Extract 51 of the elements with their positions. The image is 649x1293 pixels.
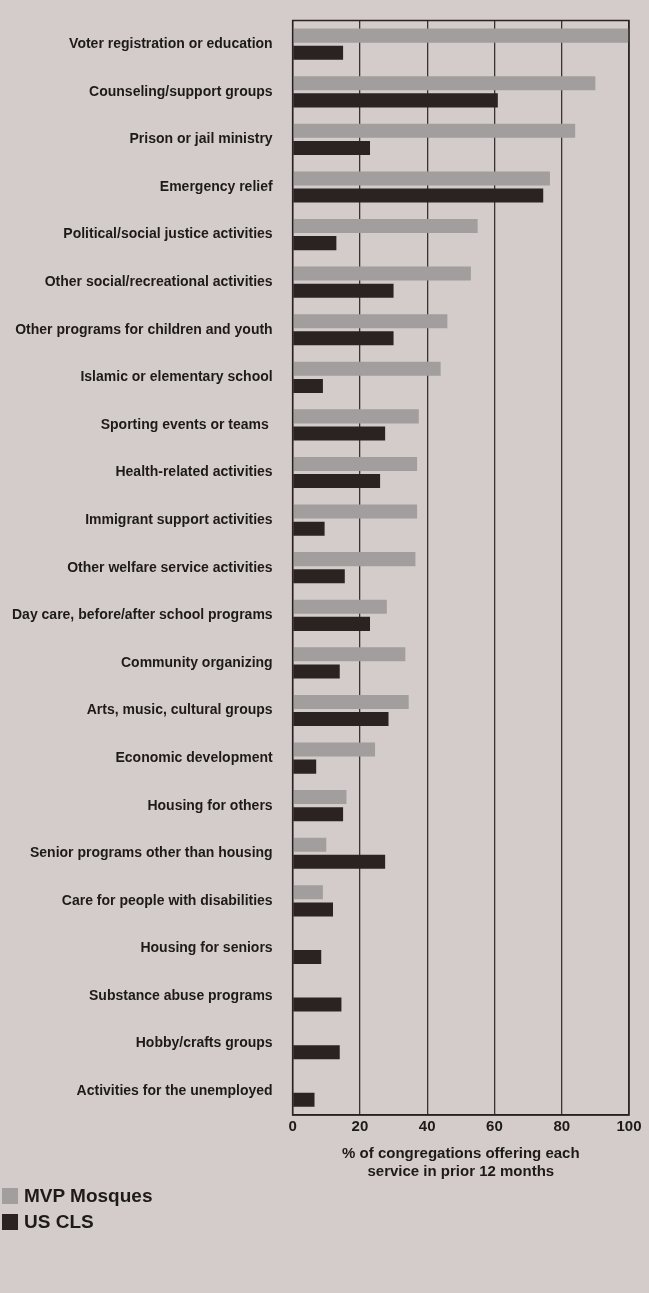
bar: [293, 28, 629, 43]
y-tick-label: Islamic or elementary school: [80, 368, 273, 385]
legend-label: US CLS: [24, 1211, 94, 1233]
bar: [293, 361, 441, 376]
x-tick-label: 0: [288, 1117, 297, 1135]
y-tick-label: Health-related activities: [115, 463, 273, 480]
y-tick-label: Sporting events or teams: [100, 415, 273, 432]
bar: [293, 647, 406, 662]
bar: [293, 218, 478, 234]
y-tick-label: Housing for others: [147, 796, 273, 813]
bar: [293, 314, 448, 329]
bar: [293, 456, 418, 471]
y-tick-label: Housing for seniors: [140, 939, 273, 956]
y-tick-label: Day care, before/after school programs: [11, 606, 273, 623]
y-tick-label: Other programs for children and youth: [15, 320, 273, 337]
x-axis-title: % of congregations offering each service in prior 12 months: [342, 1144, 580, 1180]
bar: [293, 552, 416, 567]
y-tick-label: Voter registration or education: [69, 35, 273, 52]
y-tick-label: Political/social justice activities: [63, 225, 273, 242]
bar: [293, 837, 327, 852]
y-tick-label: Prison or jail ministry: [129, 130, 273, 147]
y-tick-label: Hobby/crafts groups: [135, 1034, 273, 1051]
y-tick-label: Other welfare service activities: [67, 558, 273, 575]
y-tick-label: Care for people with disabilities: [61, 891, 273, 908]
bar: [293, 409, 419, 424]
y-tick-label: Counseling/support groups: [89, 82, 273, 99]
legend-label: MVP Mosques: [24, 1185, 153, 1207]
bar: [293, 694, 409, 709]
y-tick-label: Substance abuse programs: [89, 986, 273, 1003]
bar: [293, 266, 471, 281]
bar: [293, 885, 323, 900]
y-tick-label: Immigrant support activities: [85, 510, 273, 527]
bar: [293, 76, 596, 91]
bar: [293, 504, 418, 519]
bar: [293, 742, 376, 757]
y-tick-label: Economic development: [115, 748, 273, 765]
y-tick-label: Other social/recreational activities: [44, 273, 273, 290]
x-tick-label: 100: [616, 1117, 642, 1135]
bar: [293, 599, 387, 614]
bar: [293, 123, 576, 138]
x-tick-label: 40: [418, 1117, 436, 1135]
y-tick-label: Activities for the unemployed: [76, 1082, 273, 1099]
y-tick-label: Arts, music, cultural groups: [86, 701, 273, 718]
y-tick-label: Emergency relief: [159, 177, 273, 194]
x-tick-label: 80: [553, 1117, 571, 1135]
x-tick-label: 20: [351, 1117, 369, 1135]
bar: [293, 790, 347, 805]
y-tick-label: Community organizing: [120, 653, 273, 670]
x-tick-label: 60: [486, 1117, 503, 1135]
y-tick-label: Senior programs other than housing: [29, 844, 273, 861]
bar: [293, 171, 550, 186]
